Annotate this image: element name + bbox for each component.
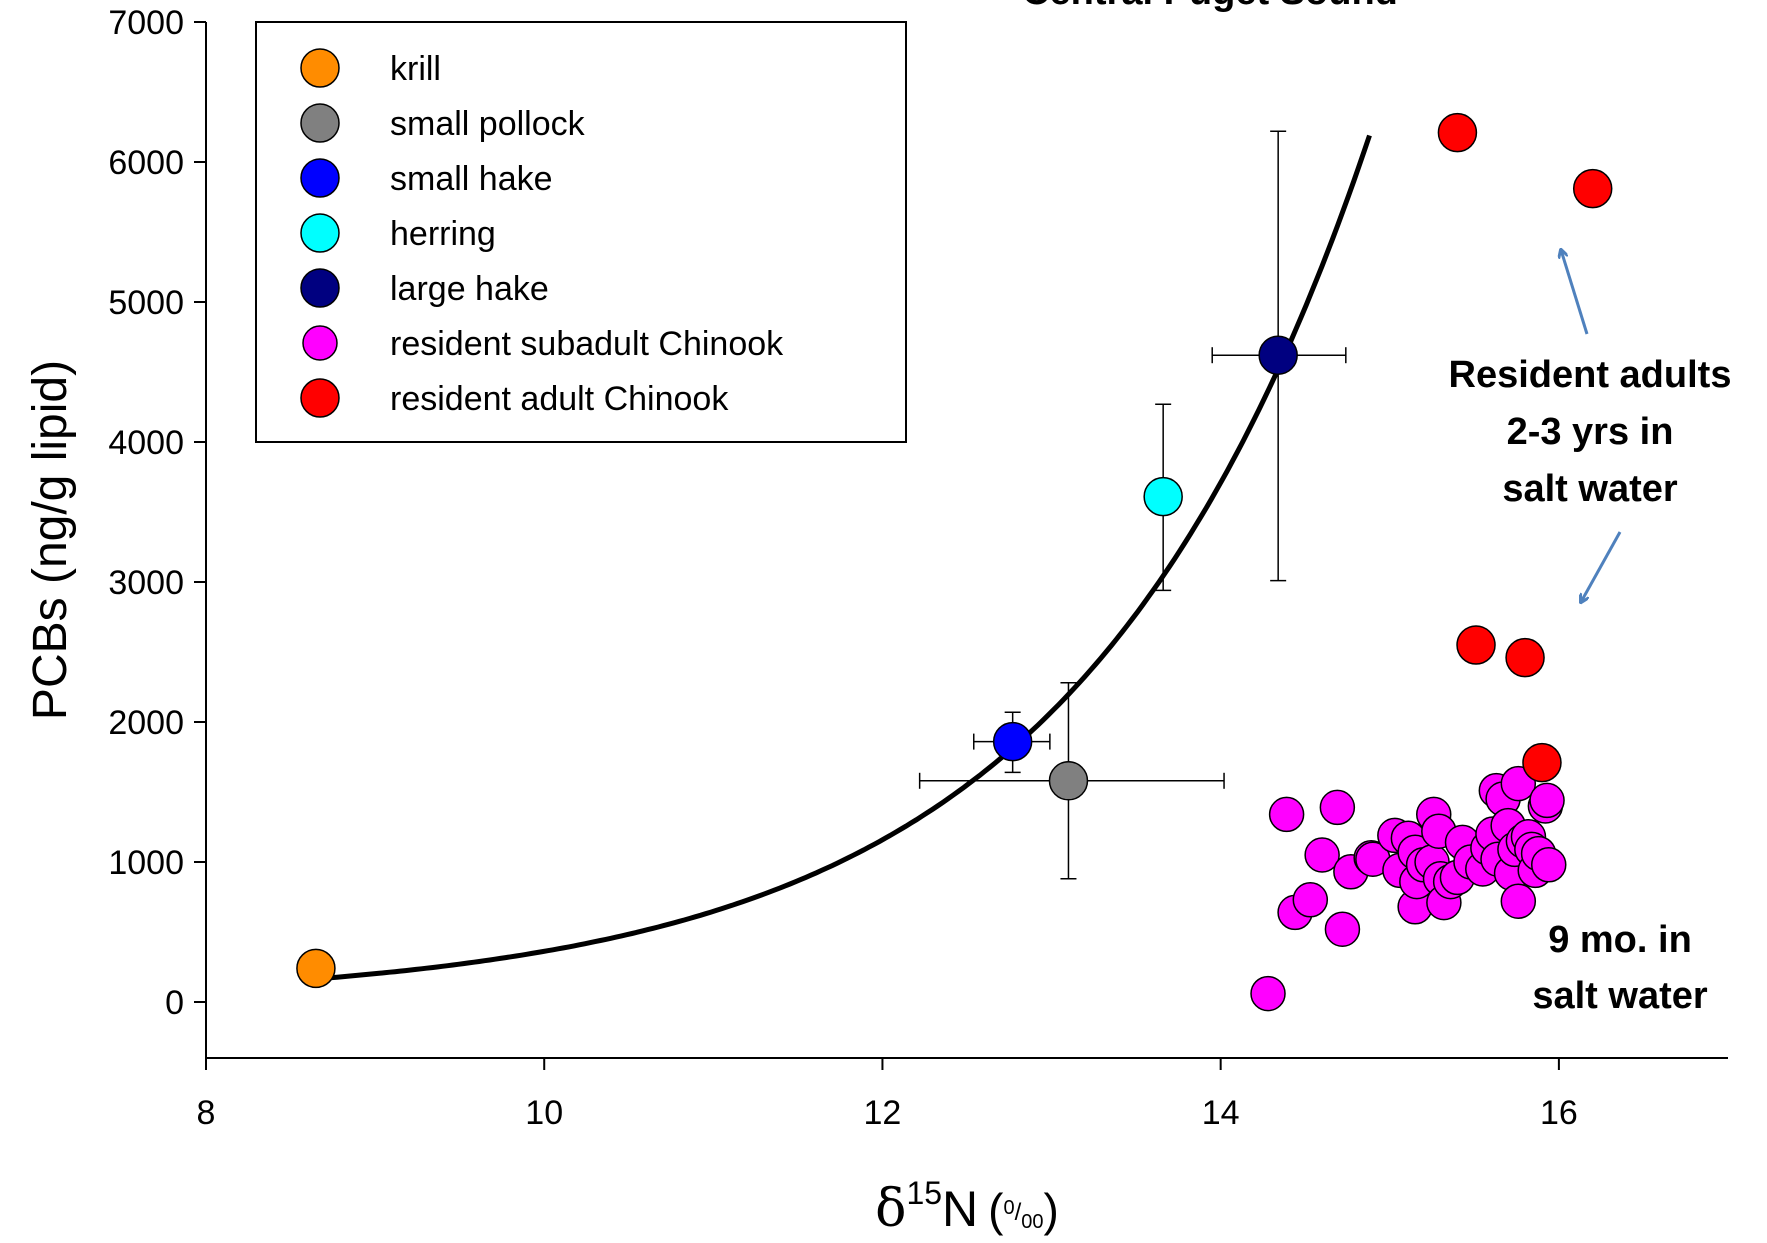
legend-marker-small-hake <box>300 158 340 198</box>
point-krill <box>296 948 336 989</box>
y-tick-label-1000: 1000 <box>108 844 184 882</box>
point-resident-adult-chinook <box>1522 742 1562 783</box>
legend-label-resident-adult-chinook: resident adult Chinook <box>390 380 729 418</box>
point-small-pollock <box>1048 761 1089 801</box>
point-resident-subadult-chinook <box>1304 837 1340 873</box>
data-points <box>296 112 1613 1012</box>
y-ticks: 0 1000 2000 3000 4000 5000 6000 7000 <box>108 4 206 1022</box>
legend-label-krill: krill <box>390 50 441 88</box>
annotation-subadults-line-2: salt water <box>1532 975 1708 1017</box>
legend: krill small pollock small hake herring large… <box>255 21 907 443</box>
y-tick-label-0: 0 <box>165 984 184 1022</box>
legend-marker-resident-adult-chinook <box>300 378 340 418</box>
x-axis-title: δ15N (0/00) <box>875 1175 1059 1239</box>
arrow-up <box>1561 250 1589 335</box>
error-bars <box>918 130 1347 880</box>
y-axis-title: PCBs (ng/g lipid) <box>24 360 77 720</box>
legend-label-resident-subadult-chinook: resident subadult Chinook <box>390 325 784 363</box>
fit-curve <box>315 134 1372 982</box>
annotation-adults-line-3: salt water <box>1502 468 1678 510</box>
x-tick-label-8: 8 <box>197 1094 216 1132</box>
y-tick-label-6000: 6000 <box>108 144 184 182</box>
x-tick-label-10: 10 <box>525 1094 563 1132</box>
point-resident-subadult-chinook <box>1250 975 1286 1012</box>
y-tick-label-3000: 3000 <box>108 564 184 602</box>
arrow-down <box>1581 531 1622 602</box>
annotation-adults-line-2: 2-3 yrs in <box>1507 411 1674 453</box>
legend-label-herring: herring <box>390 215 496 253</box>
legend-marker-krill <box>300 48 340 88</box>
point-herring <box>1143 476 1183 517</box>
legend-box <box>255 21 907 443</box>
x-tick-label-12: 12 <box>864 1094 902 1132</box>
point-resident-subadult-chinook <box>1319 789 1356 826</box>
point-resident-subadult-chinook <box>1529 782 1565 819</box>
legend-marker-small-pollock <box>300 103 340 143</box>
y-tick-label-4000: 4000 <box>108 424 184 462</box>
legend-marker-large-hake <box>300 268 340 308</box>
y-tick-label-7000: 7000 <box>108 4 184 42</box>
legend-marker-herring <box>300 213 340 253</box>
point-resident-subadult-chinook <box>1292 882 1329 918</box>
annotation-subadults-line-1: 9 mo. in <box>1548 919 1692 961</box>
chart-title: Central Puget Sound <box>1022 0 1398 13</box>
legend-marker-resident-subadult-chinook <box>302 325 338 361</box>
point-resident-subadult-chinook <box>1324 911 1361 947</box>
x-ticks: 8 10 12 14 16 <box>197 1058 1578 1132</box>
x-tick-label-16: 16 <box>1540 1094 1578 1132</box>
point-resident-subadult-chinook <box>1268 796 1305 833</box>
legend-label-large-hake: large hake <box>390 270 549 308</box>
point-small-hake <box>992 721 1033 762</box>
point-large-hake <box>1258 335 1298 375</box>
point-resident-subadult-chinook <box>1530 847 1567 883</box>
annotation-adults: Resident adults 2-3 yrs in salt water <box>1449 354 1732 510</box>
legend-label-small-hake: small hake <box>390 160 553 198</box>
x-tick-label-14: 14 <box>1202 1094 1240 1132</box>
point-resident-adult-chinook <box>1572 168 1613 209</box>
point-resident-adult-chinook <box>1437 112 1478 153</box>
legend-label-small-pollock: small pollock <box>390 105 586 143</box>
point-resident-adult-chinook <box>1505 637 1545 678</box>
annotation-adults-line-1: Resident adults <box>1449 354 1732 396</box>
annotation-subadults: 9 mo. in salt water <box>1532 919 1708 1017</box>
point-resident-subadult-chinook <box>1500 883 1537 919</box>
axes <box>205 22 1728 1059</box>
y-tick-label-5000: 5000 <box>108 284 184 322</box>
point-resident-adult-chinook <box>1456 625 1496 665</box>
y-tick-label-2000: 2000 <box>108 704 184 742</box>
